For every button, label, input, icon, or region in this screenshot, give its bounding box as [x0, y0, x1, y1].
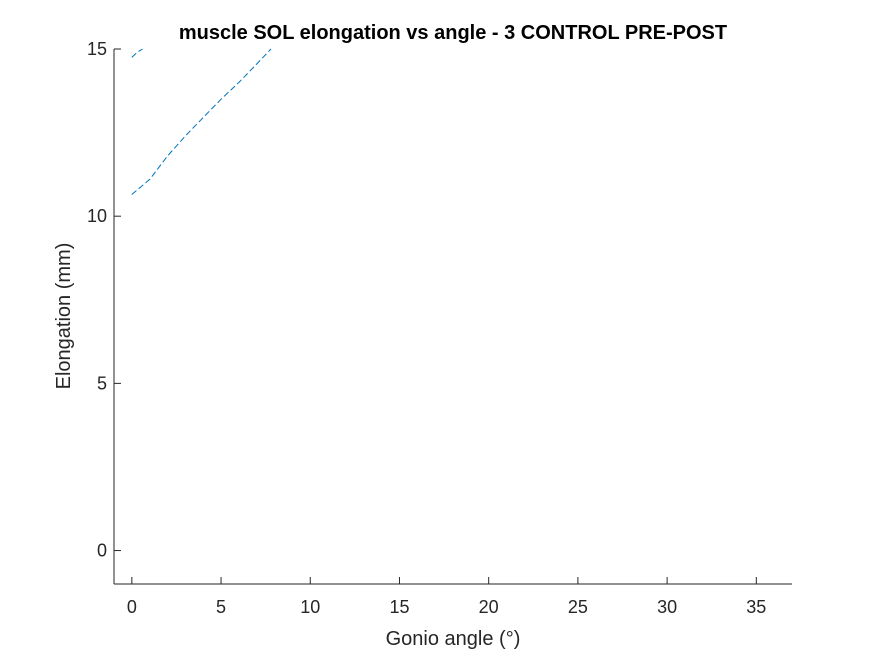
x-tick-label: 15: [389, 597, 409, 617]
plot-background: [114, 49, 792, 584]
x-tick-label: 20: [479, 597, 499, 617]
y-tick-label: 10: [87, 206, 107, 226]
y-axis-label: Elongation (mm): [53, 243, 75, 390]
x-tick-label: 0: [127, 597, 137, 617]
x-tick-label: 5: [216, 597, 226, 617]
chart-title: muscle SOL elongation vs angle - 3 CONTR…: [179, 22, 727, 44]
y-tick-label: 15: [87, 39, 107, 59]
x-tick-label: 10: [300, 597, 320, 617]
x-axis-label: Gonio angle (°): [386, 628, 521, 650]
x-tick-label: 35: [746, 597, 766, 617]
axes: 0 5 10 15 20 25 30 35 0 5 10 15: [87, 39, 792, 617]
series-layer: [131, 48, 272, 195]
series-line-2: [131, 48, 143, 58]
x-tick-label: 30: [657, 597, 677, 617]
y-tick-label: 0: [97, 541, 107, 561]
series-line-1: [131, 48, 272, 195]
y-tick-label: 5: [97, 373, 107, 393]
x-tick-label: 25: [568, 597, 588, 617]
